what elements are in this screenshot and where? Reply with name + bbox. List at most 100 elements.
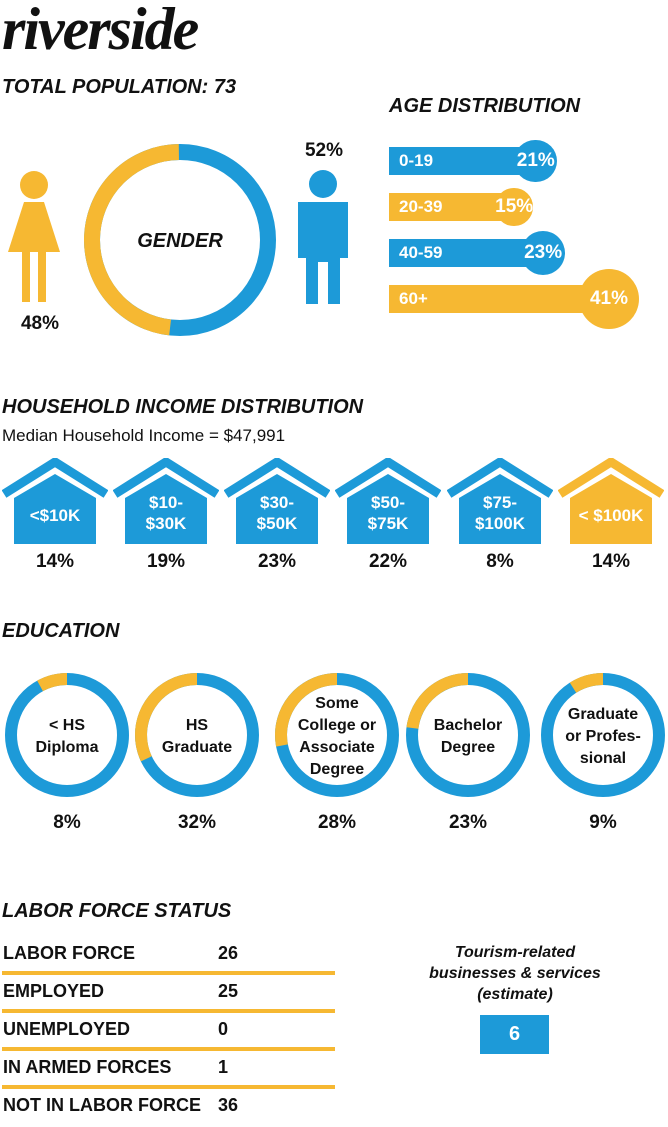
income-house: [113, 458, 219, 544]
income-bracket-line: $50-: [370, 493, 406, 512]
education-donut-segment: [37, 673, 68, 692]
education-donut-segment: [569, 673, 604, 693]
labor-row: UNEMPLOYED 0: [2, 1015, 335, 1051]
house-roof: [2, 458, 108, 498]
house-body: [347, 474, 429, 544]
gender-female-arc: [84, 144, 180, 336]
education-label-line: or Profes-: [565, 728, 641, 745]
labor-label: EMPLOYED: [3, 981, 105, 1001]
education-donut: [541, 673, 665, 797]
income-house: [447, 458, 553, 544]
house-body: [236, 474, 318, 544]
education-donut: [5, 673, 129, 797]
age-bar: [389, 147, 536, 175]
gender-graphic: [8, 144, 348, 336]
tourism-line: businesses & services: [429, 965, 601, 982]
labor-title: LABOR FORCE STATUS: [2, 900, 232, 922]
education-donut-segment: [275, 673, 338, 747]
house-body: [570, 474, 652, 544]
age-pct-label: 41%: [589, 288, 628, 309]
income-bracket-label: $75- $100K: [447, 492, 553, 534]
education-label: < HS Diploma: [17, 715, 117, 759]
age-range-label: 60+: [399, 289, 428, 308]
education-label-line: College or: [297, 717, 377, 734]
labor-row: NOT IN LABOR FORCE 36: [2, 1091, 335, 1127]
income-bracket-label: < $100K: [558, 505, 664, 526]
median-income: Median Household Income = $47,991: [2, 426, 286, 445]
male-pct: 52%: [304, 140, 344, 161]
total-population: TOTAL POPULATION: 73: [2, 76, 237, 98]
labor-label: IN ARMED FORCES: [3, 1057, 172, 1077]
tourism-text: Tourism-related businesses & services (e…: [410, 942, 620, 1005]
house-body: [125, 474, 207, 544]
income-bracket-line: $10-: [148, 493, 184, 512]
female-pct: 48%: [20, 313, 60, 334]
education-label-line: sional: [579, 750, 627, 767]
labor-value: 0: [218, 1019, 229, 1039]
labor-row: IN ARMED FORCES 1: [2, 1053, 335, 1089]
age-bar: [389, 193, 514, 221]
income-bracket-line: $75K: [367, 514, 409, 533]
education-donut: [406, 673, 530, 797]
income-bracket-line: < $100K: [578, 506, 644, 525]
education-label: Bachelor Degree: [418, 715, 518, 759]
age-bubble: [495, 188, 533, 226]
age-range-label: 20-39: [399, 197, 443, 216]
age-pct-label: 21%: [516, 150, 555, 171]
education-title: EDUCATION: [2, 620, 120, 642]
age-title: AGE DISTRIBUTION: [389, 95, 581, 117]
house-body: [459, 474, 541, 544]
education-pct: 28%: [317, 812, 357, 833]
income-bracket-line: $30K: [145, 514, 187, 533]
age-pct-label: 23%: [524, 242, 563, 263]
labor-label: UNEMPLOYED: [3, 1019, 131, 1039]
income-bracket-line: $50K: [256, 514, 298, 533]
education-donut-segment: [406, 673, 469, 729]
education-label-line: Bachelor: [433, 717, 503, 734]
income-pct: 8%: [486, 551, 514, 572]
education-label-line: Degree: [440, 739, 496, 756]
labor-value: 36: [218, 1095, 239, 1115]
labor-label: LABOR FORCE: [3, 943, 135, 963]
tourism-value: 6: [480, 1015, 549, 1054]
education-pct: 23%: [448, 812, 488, 833]
income-pct: 14%: [35, 551, 75, 572]
age-bar: [389, 239, 544, 267]
age-bubble: [514, 139, 558, 183]
income-house: [558, 458, 664, 544]
education-label-line: Diploma: [35, 739, 99, 756]
education-label: Some College or Associate Degree: [287, 693, 387, 781]
income-bracket-label: $30- $50K: [224, 492, 330, 534]
age-bubble: [520, 230, 566, 276]
income-title: HOUSEHOLD INCOME DISTRIBUTION: [2, 396, 364, 418]
income-bracket-line: $75-: [482, 493, 518, 512]
age-range-label: 0-19: [399, 151, 434, 170]
income-house: [224, 458, 330, 544]
income-bracket-line: $30-: [259, 493, 295, 512]
education-label-line: Associate: [299, 739, 375, 756]
income-pct: 22%: [368, 551, 408, 572]
house-roof: [113, 458, 219, 498]
education-label-line: Graduate: [567, 706, 639, 723]
tourism-line: Tourism-related: [454, 944, 576, 961]
education-donut: [275, 673, 399, 797]
page-title: riverside: [2, 0, 199, 62]
income-house: [335, 458, 441, 544]
labor-row: EMPLOYED 25: [2, 977, 335, 1013]
income-pct: 23%: [257, 551, 297, 572]
income-pct: 19%: [146, 551, 186, 572]
labor-label: NOT IN LABOR FORCE: [3, 1095, 201, 1115]
income-bracket-label: <$10K: [2, 505, 108, 526]
education-label-line: Some: [315, 695, 359, 712]
income-house: [2, 458, 108, 544]
education-label: HS Graduate: [147, 715, 247, 759]
female-icon: [8, 171, 60, 302]
house-roof: [335, 458, 441, 498]
education-label-line: Degree: [309, 761, 365, 778]
age-bar: [389, 285, 609, 313]
education-pct: 8%: [53, 812, 81, 833]
tourism-line: (estimate): [477, 986, 553, 1003]
income-pct: 14%: [591, 551, 631, 572]
age-pct-label: 15%: [495, 196, 534, 217]
education-label: Graduate or Profes-sional: [553, 704, 653, 770]
